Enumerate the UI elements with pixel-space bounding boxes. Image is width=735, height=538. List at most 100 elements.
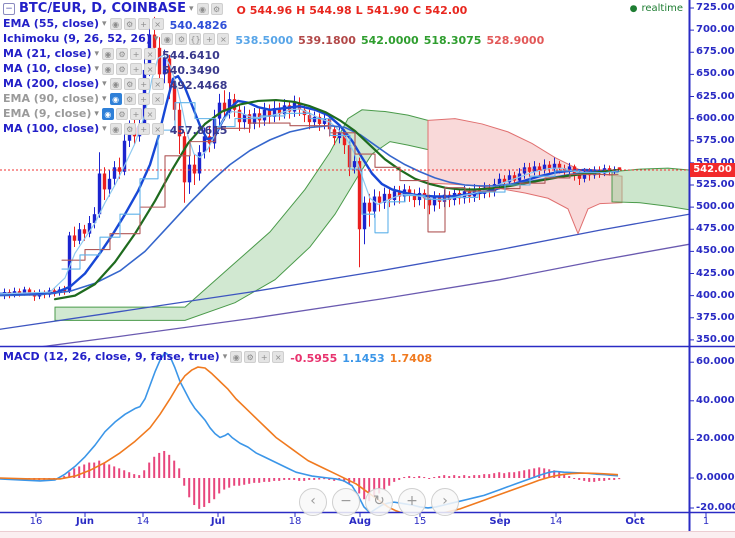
indicator-label-ichimoku[interactable]: Ichimoku (9, 26, 52, 26): [3, 32, 151, 45]
plus-icon[interactable]: +: [258, 350, 271, 363]
chevron-down-icon[interactable]: ▾: [102, 93, 107, 104]
close-icon[interactable]: ×: [151, 17, 164, 30]
gear-icon[interactable]: ⚙: [123, 122, 136, 135]
plus-icon[interactable]: +: [137, 17, 150, 30]
macd-hist-bar: [238, 478, 241, 486]
candle-body: [372, 196, 377, 212]
close-icon[interactable]: ×: [151, 122, 164, 135]
plus-icon[interactable]: +: [137, 122, 150, 135]
eye-icon[interactable]: ◉: [196, 2, 209, 15]
indicator-label-ema55[interactable]: EMA (55, close): [3, 17, 100, 30]
indicator-label-macd[interactable]: MACD (12, 26, close, 9, false, true): [3, 350, 220, 363]
plus-icon[interactable]: +: [130, 62, 143, 75]
gear-icon[interactable]: ⚙: [123, 17, 136, 30]
macd-hist-bar: [533, 468, 536, 478]
plus-icon[interactable]: +: [129, 107, 142, 120]
braces-icon[interactable]: {}: [189, 32, 202, 45]
eye-icon[interactable]: ◉: [109, 92, 122, 105]
chevron-down-icon[interactable]: ▾: [153, 33, 159, 44]
chevron-down-icon[interactable]: ▾: [94, 108, 99, 119]
eye-icon[interactable]: ◉: [102, 47, 115, 60]
macd-hist-bar: [368, 478, 371, 502]
time-axis[interactable]: 16 Jun 14 Jul 18 Aug 15 Sep 14 Oct 1: [0, 513, 735, 531]
chevron-down-icon[interactable]: ▾: [222, 351, 228, 362]
macd-hist-bar: [93, 462, 96, 478]
macd-hist-bar: [493, 473, 496, 478]
indicator-value: 539.1800: [298, 34, 356, 47]
gear-icon[interactable]: ⚙: [116, 47, 129, 60]
scroll-right-button[interactable]: ›: [431, 488, 459, 516]
chevron-down-icon[interactable]: ▾: [102, 18, 107, 29]
price-axis[interactable]: 542.00 725.00 700.00 675.00 650.00 625.00 600…: [690, 0, 735, 531]
eye-icon[interactable]: ◉: [102, 62, 115, 75]
chevron-down-icon[interactable]: ▾: [94, 63, 100, 74]
macd-indicator-legend: MACD (12, 26, close, 9, false, true) ▾ ◉ ⚙ +…: [3, 349, 437, 365]
macd-hist-bar: [143, 470, 146, 478]
indicator-label-ema9[interactable]: EMA (9, close): [3, 107, 92, 120]
close-icon[interactable]: ×: [144, 47, 157, 60]
candle-body: [117, 167, 122, 172]
close-icon[interactable]: ×: [151, 77, 164, 90]
close-icon[interactable]: ×: [217, 32, 230, 45]
eye-icon[interactable]: ◉: [101, 107, 114, 120]
macd-hist-bar: [553, 470, 556, 478]
candle-body: [197, 152, 202, 174]
gear-icon[interactable]: ⚙: [175, 32, 188, 45]
candle-body: [22, 289, 27, 294]
indicator-label-ma100[interactable]: MA (100, close): [3, 122, 100, 135]
zoom-out-button[interactable]: −: [332, 488, 360, 516]
macd-hist-bar: [248, 478, 251, 484]
collapse-panel-button[interactable]: −: [3, 2, 15, 15]
eye-icon[interactable]: ◉: [109, 122, 122, 135]
chevron-down-icon[interactable]: ▾: [102, 123, 107, 134]
candle-body: [112, 167, 117, 179]
gear-icon[interactable]: ⚙: [123, 77, 136, 90]
indicator-label-ma200[interactable]: MA (200, close): [3, 77, 100, 90]
indicator-label-ma21[interactable]: MA (21, close): [3, 47, 92, 60]
eye-icon[interactable]: ◉: [109, 77, 122, 90]
indicator-value: 544.6410: [162, 49, 220, 62]
candle-body: [167, 58, 172, 84]
macd-hist-bar: [548, 469, 551, 478]
price-tick-label: 600.00: [696, 112, 735, 124]
eye-icon[interactable]: ◉: [161, 32, 174, 45]
gear-icon[interactable]: ⚙: [116, 62, 129, 75]
eye-icon[interactable]: ◉: [230, 350, 243, 363]
scroll-left-button[interactable]: ‹: [299, 488, 327, 516]
indicator-label-ema90[interactable]: EMA (90, close): [3, 92, 100, 105]
candle-body: [577, 173, 582, 179]
macd-hist-bar: [308, 478, 311, 480]
indicator-values-ema55: 540.4826: [170, 14, 233, 33]
main-price-panel[interactable]: [0, 16, 689, 352]
gear-icon[interactable]: ⚙: [115, 107, 128, 120]
indicator-label-ma10[interactable]: MA (10, close): [3, 62, 92, 75]
gear-icon[interactable]: ⚙: [244, 350, 257, 363]
plus-icon[interactable]: +: [137, 77, 150, 90]
chevron-down-icon[interactable]: ▾: [94, 48, 100, 59]
eye-icon[interactable]: ◉: [109, 17, 122, 30]
macd-hist-bar: [398, 478, 401, 480]
candle-body: [332, 129, 337, 139]
plus-icon[interactable]: +: [203, 32, 216, 45]
reset-view-button[interactable]: ↻: [365, 488, 393, 516]
candle-body: [152, 34, 157, 48]
macd-hist-bar: [268, 478, 271, 482]
indicator-values-ma21: 544.6410: [162, 44, 225, 63]
zoom-in-button[interactable]: +: [398, 488, 426, 516]
chevron-down-icon[interactable]: ▾: [102, 78, 107, 89]
close-icon[interactable]: ×: [272, 350, 285, 363]
chevron-down-icon[interactable]: ▾: [189, 3, 194, 14]
ichimoku-cloud-green-1: [54, 109, 429, 321]
symbol-title[interactable]: BTC/EUR, D, COINBASE: [19, 1, 186, 16]
plus-icon[interactable]: +: [137, 92, 150, 105]
price-tick-label: 350.00: [696, 333, 735, 345]
macd-panel[interactable]: [0, 351, 621, 517]
close-icon[interactable]: ×: [144, 62, 157, 75]
macd-hist-bar: [363, 478, 366, 500]
gear-icon[interactable]: ⚙: [210, 2, 223, 15]
close-icon[interactable]: ×: [151, 92, 164, 105]
plus-icon[interactable]: +: [130, 47, 143, 60]
gear-icon[interactable]: ⚙: [123, 92, 136, 105]
close-icon[interactable]: ×: [143, 107, 156, 120]
